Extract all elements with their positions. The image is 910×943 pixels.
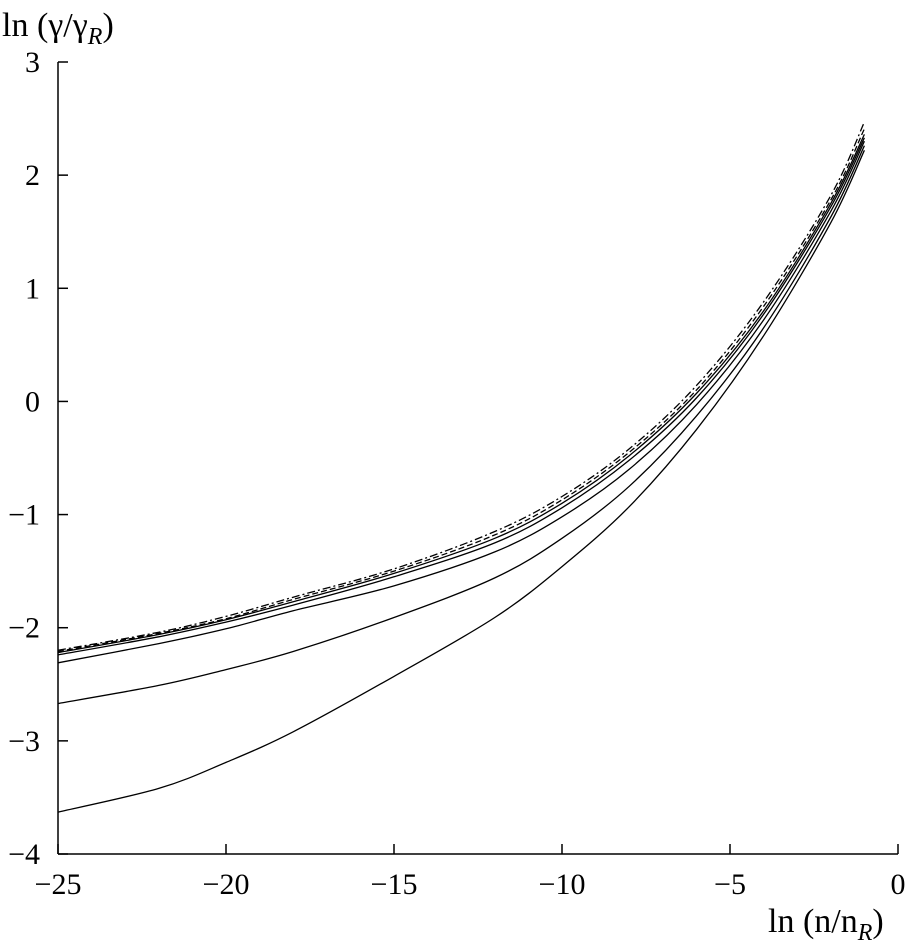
- y-axis-label-sub: R: [87, 24, 103, 50]
- y-axis-label: ln (γ/γR): [2, 7, 114, 50]
- y-axis-label-main: ln (γ/γ: [2, 7, 88, 44]
- y-tick-label: 0: [25, 385, 40, 418]
- series-line-2: [57, 145, 865, 705]
- x-ticks: −25 −20 −15 −10 −5 0: [35, 844, 906, 901]
- y-tick-label: −2: [8, 612, 40, 645]
- x-axis-label-close: ): [872, 903, 883, 940]
- series-line-1: [57, 150, 865, 813]
- x-axis-label-sub: R: [857, 920, 873, 943]
- y-tick-label: 1: [25, 272, 40, 305]
- y-axis-label-close: ): [102, 7, 113, 44]
- x-tick-label: 0: [891, 868, 906, 901]
- series-line-6: [57, 128, 865, 653]
- x-tick-label: −20: [203, 868, 250, 901]
- x-tick-label: −10: [539, 868, 586, 901]
- x-tick-label: −25: [35, 868, 82, 901]
- y-tick-label: −4: [8, 838, 40, 871]
- series-line-7: [57, 121, 865, 651]
- x-tick-label: −5: [714, 868, 746, 901]
- y-ticks: 3 2 1 0 −1 −2 −3 −4: [8, 46, 68, 871]
- series-line-5: [57, 134, 865, 654]
- series-line-4: [57, 137, 865, 656]
- series-group: [57, 121, 865, 813]
- y-tick-label: −3: [8, 725, 40, 758]
- y-tick-label: 3: [25, 46, 40, 79]
- y-tick-label: −1: [8, 499, 40, 532]
- x-axis-label-main: ln (n/n: [768, 903, 858, 940]
- x-tick-label: −15: [371, 868, 418, 901]
- y-tick-label: 2: [25, 159, 40, 192]
- x-axis-label: ln (n/nR): [768, 903, 884, 943]
- series-line-3: [57, 140, 865, 664]
